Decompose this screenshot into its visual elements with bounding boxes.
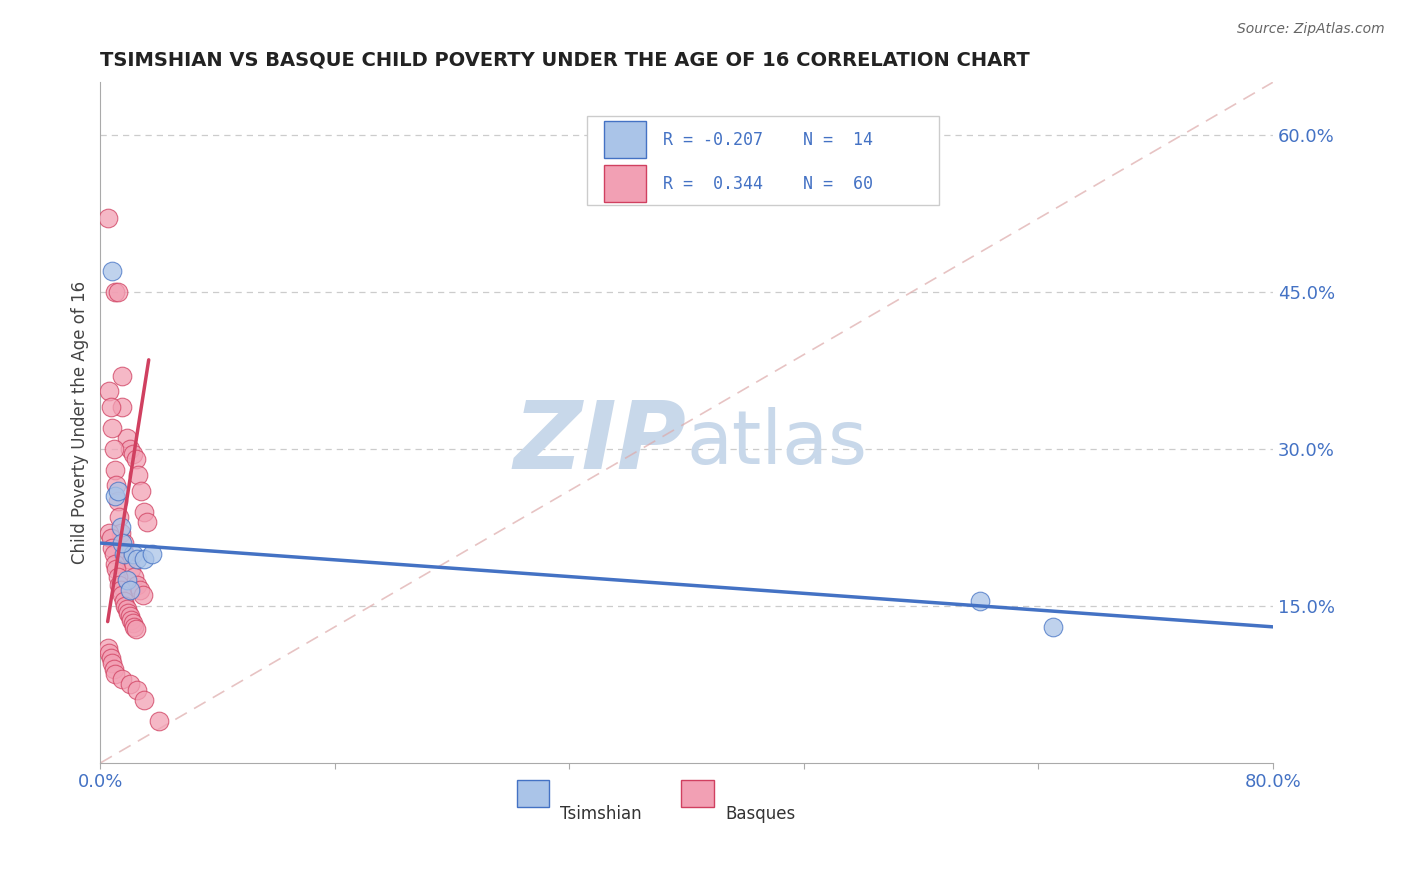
Point: [101, 657, 124, 671]
Text: R = -0.207    N =  14: R = -0.207 N = 14: [664, 131, 873, 149]
Point: [122, 620, 145, 634]
Text: atlas: atlas: [686, 407, 868, 480]
Point: [117, 606, 139, 620]
Point: [148, 714, 170, 728]
Point: [100, 400, 122, 414]
Point: [136, 515, 159, 529]
Text: R =  0.344    N =  60: R = 0.344 N = 60: [664, 175, 873, 193]
Bar: [516, 780, 550, 807]
Point: [110, 525, 132, 540]
Point: [103, 662, 125, 676]
Point: [111, 400, 134, 414]
Point: [104, 463, 127, 477]
Point: [103, 442, 125, 456]
Point: [100, 531, 122, 545]
Point: [98, 646, 121, 660]
Point: [118, 609, 141, 624]
Point: [107, 569, 129, 583]
Point: [127, 468, 149, 483]
Text: TSIMSHIAN VS BASQUE CHILD POVERTY UNDER THE AGE OF 16 CORRELATION CHART: TSIMSHIAN VS BASQUE CHILD POVERTY UNDER …: [100, 51, 1031, 70]
Point: [120, 613, 142, 627]
Point: [108, 509, 131, 524]
Point: [117, 551, 139, 566]
Text: ZIP: ZIP: [513, 397, 686, 489]
Point: [129, 583, 152, 598]
Point: [112, 547, 135, 561]
Point: [124, 452, 146, 467]
Point: [122, 569, 145, 583]
Point: [104, 285, 127, 299]
Point: [111, 368, 134, 383]
Point: [141, 547, 163, 561]
Point: [107, 285, 129, 299]
Y-axis label: Child Poverty Under the Age of 16: Child Poverty Under the Age of 16: [72, 281, 89, 565]
Point: [114, 599, 136, 613]
Bar: [605, 165, 645, 202]
Point: [121, 447, 143, 461]
Point: [111, 589, 134, 603]
Point: [969, 593, 991, 607]
Point: [115, 573, 138, 587]
Point: [132, 589, 155, 603]
Point: [98, 525, 121, 540]
Point: [100, 651, 122, 665]
Point: [125, 551, 148, 566]
Point: [114, 547, 136, 561]
Bar: [605, 120, 645, 158]
Point: [120, 562, 142, 576]
Point: [103, 547, 125, 561]
Point: [118, 583, 141, 598]
Point: [118, 677, 141, 691]
Text: Basques: Basques: [725, 805, 796, 823]
Point: [97, 211, 120, 226]
Point: [105, 478, 128, 492]
Point: [134, 693, 156, 707]
Bar: [681, 780, 713, 807]
Text: Source: ZipAtlas.com: Source: ZipAtlas.com: [1237, 22, 1385, 37]
Point: [134, 551, 156, 566]
Point: [104, 489, 127, 503]
Point: [111, 672, 134, 686]
Point: [118, 442, 141, 456]
Bar: [586, 116, 939, 205]
Point: [110, 520, 132, 534]
Point: [101, 264, 124, 278]
Point: [112, 536, 135, 550]
Point: [112, 593, 135, 607]
Point: [1042, 620, 1064, 634]
Point: [121, 615, 143, 630]
Point: [108, 578, 131, 592]
Point: [115, 431, 138, 445]
Point: [101, 541, 124, 556]
Point: [104, 557, 127, 571]
Text: Tsimshian: Tsimshian: [560, 805, 641, 823]
Point: [125, 578, 148, 592]
Point: [107, 483, 129, 498]
Point: [134, 505, 156, 519]
Point: [115, 602, 138, 616]
Point: [104, 667, 127, 681]
Point: [111, 536, 134, 550]
Point: [107, 494, 129, 508]
Point: [98, 384, 121, 399]
Point: [125, 682, 148, 697]
Point: [131, 483, 153, 498]
Point: [121, 547, 143, 561]
Point: [124, 622, 146, 636]
Point: [105, 562, 128, 576]
Point: [97, 640, 120, 655]
Point: [110, 583, 132, 598]
Point: [101, 421, 124, 435]
